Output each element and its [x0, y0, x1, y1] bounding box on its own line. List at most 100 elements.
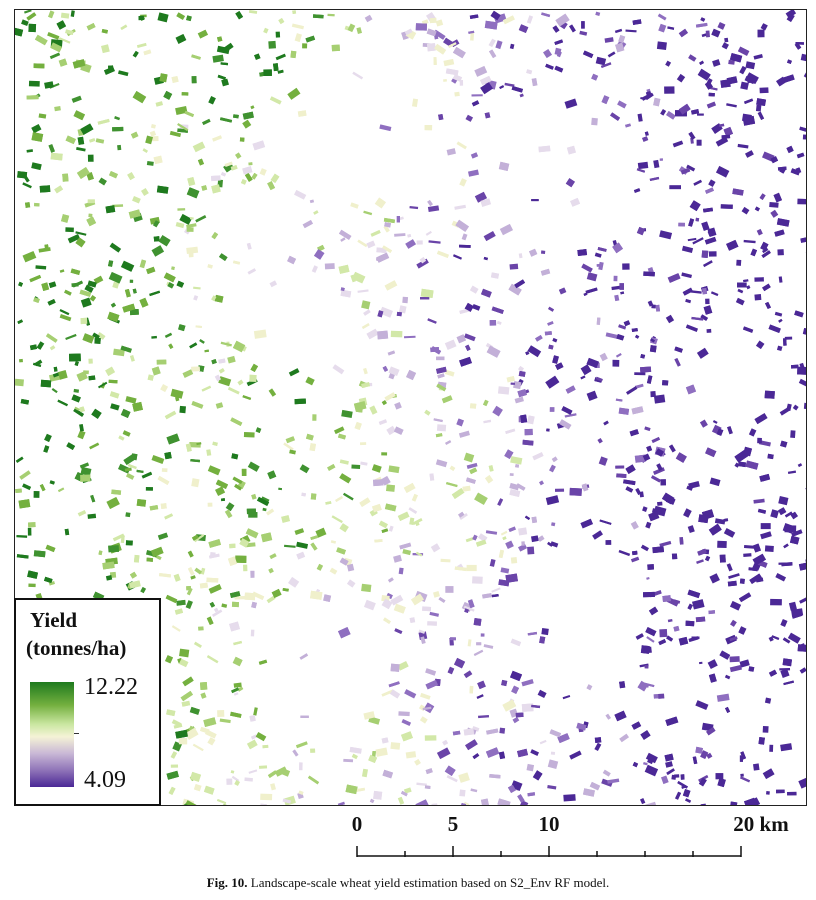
field-parcel [805, 245, 806, 256]
field-parcel [430, 346, 442, 355]
field-parcel [617, 100, 627, 109]
field-parcel [181, 92, 189, 96]
field-parcel [207, 737, 216, 746]
field-parcel [688, 54, 697, 62]
field-parcel [750, 248, 758, 257]
field-parcel [415, 551, 423, 557]
field-parcel [98, 550, 103, 556]
field-parcel [463, 728, 475, 736]
field-parcel [191, 54, 201, 60]
field-parcel [728, 59, 735, 65]
field-parcel [476, 642, 482, 646]
field-parcel [75, 237, 86, 248]
field-parcel [683, 508, 692, 518]
field-parcel [359, 442, 367, 446]
field-parcel [231, 453, 239, 460]
field-parcel [177, 123, 189, 132]
field-parcel [681, 272, 692, 279]
field-parcel [748, 666, 755, 672]
field-parcel [737, 143, 749, 149]
scale-label-10: 10 [538, 812, 560, 836]
field-parcel [263, 27, 269, 34]
field-parcel [19, 470, 31, 480]
field-parcel [456, 334, 466, 344]
field-parcel [436, 250, 449, 258]
field-parcel [770, 598, 782, 606]
field-parcel [77, 136, 85, 145]
field-parcel [57, 370, 68, 380]
field-parcel [217, 74, 226, 80]
field-parcel [780, 440, 788, 448]
field-parcel [366, 240, 376, 249]
field-parcel [433, 418, 443, 423]
field-parcel [244, 777, 253, 782]
field-parcel [408, 507, 418, 514]
field-parcel [212, 54, 224, 63]
field-parcel [61, 214, 70, 223]
field-parcel [719, 123, 725, 128]
field-parcel [201, 385, 212, 392]
field-parcel [419, 716, 428, 724]
field-parcel [480, 288, 492, 298]
field-parcel [755, 104, 762, 112]
field-parcel [724, 674, 731, 680]
field-parcel [400, 790, 408, 797]
field-parcel [397, 661, 409, 671]
field-parcel [635, 334, 640, 339]
field-parcel [741, 206, 750, 215]
field-parcel [600, 62, 612, 69]
field-parcel [200, 692, 207, 699]
field-parcel [20, 398, 30, 405]
field-parcel [752, 553, 766, 566]
field-parcel [256, 496, 270, 507]
field-parcel [132, 401, 143, 412]
field-parcel [399, 542, 412, 550]
field-parcel [28, 80, 40, 87]
field-parcel [124, 288, 131, 298]
field-parcel [515, 712, 524, 718]
field-parcel [387, 350, 396, 356]
field-parcel [357, 239, 368, 248]
field-parcel [149, 130, 157, 137]
field-parcel [782, 338, 787, 346]
field-parcel [225, 502, 235, 512]
field-parcel [483, 399, 489, 407]
field-parcel [509, 263, 519, 270]
field-parcel [396, 216, 400, 223]
field-parcel [521, 703, 534, 712]
field-parcel [390, 663, 400, 672]
field-parcel [233, 114, 239, 119]
field-parcel [788, 601, 797, 611]
field-parcel [661, 492, 675, 505]
field-parcel [454, 91, 460, 97]
field-parcel [483, 644, 494, 649]
field-parcel [299, 653, 309, 660]
field-parcel [618, 324, 627, 330]
field-parcel [435, 19, 444, 27]
field-parcel [252, 591, 265, 600]
field-parcel [220, 171, 227, 177]
field-parcel [393, 426, 404, 435]
field-parcel [517, 794, 525, 803]
field-parcel [89, 442, 100, 450]
field-parcel [531, 78, 538, 87]
field-parcel [369, 405, 378, 415]
field-parcel [343, 758, 354, 763]
field-parcel [453, 254, 462, 260]
field-parcel [805, 486, 806, 494]
field-parcel [190, 458, 200, 463]
field-parcel [726, 103, 737, 108]
field-parcel [499, 223, 514, 236]
field-parcel [300, 715, 309, 718]
field-parcel [120, 260, 135, 272]
field-parcel [171, 625, 181, 632]
field-parcel [446, 775, 458, 783]
field-parcel [644, 664, 649, 669]
field-parcel [169, 130, 182, 138]
field-parcel [428, 240, 441, 244]
field-parcel [447, 666, 455, 675]
field-parcels-layer [15, 10, 806, 805]
field-parcel [648, 606, 659, 616]
field-parcel [21, 19, 29, 27]
field-parcel [76, 147, 86, 152]
